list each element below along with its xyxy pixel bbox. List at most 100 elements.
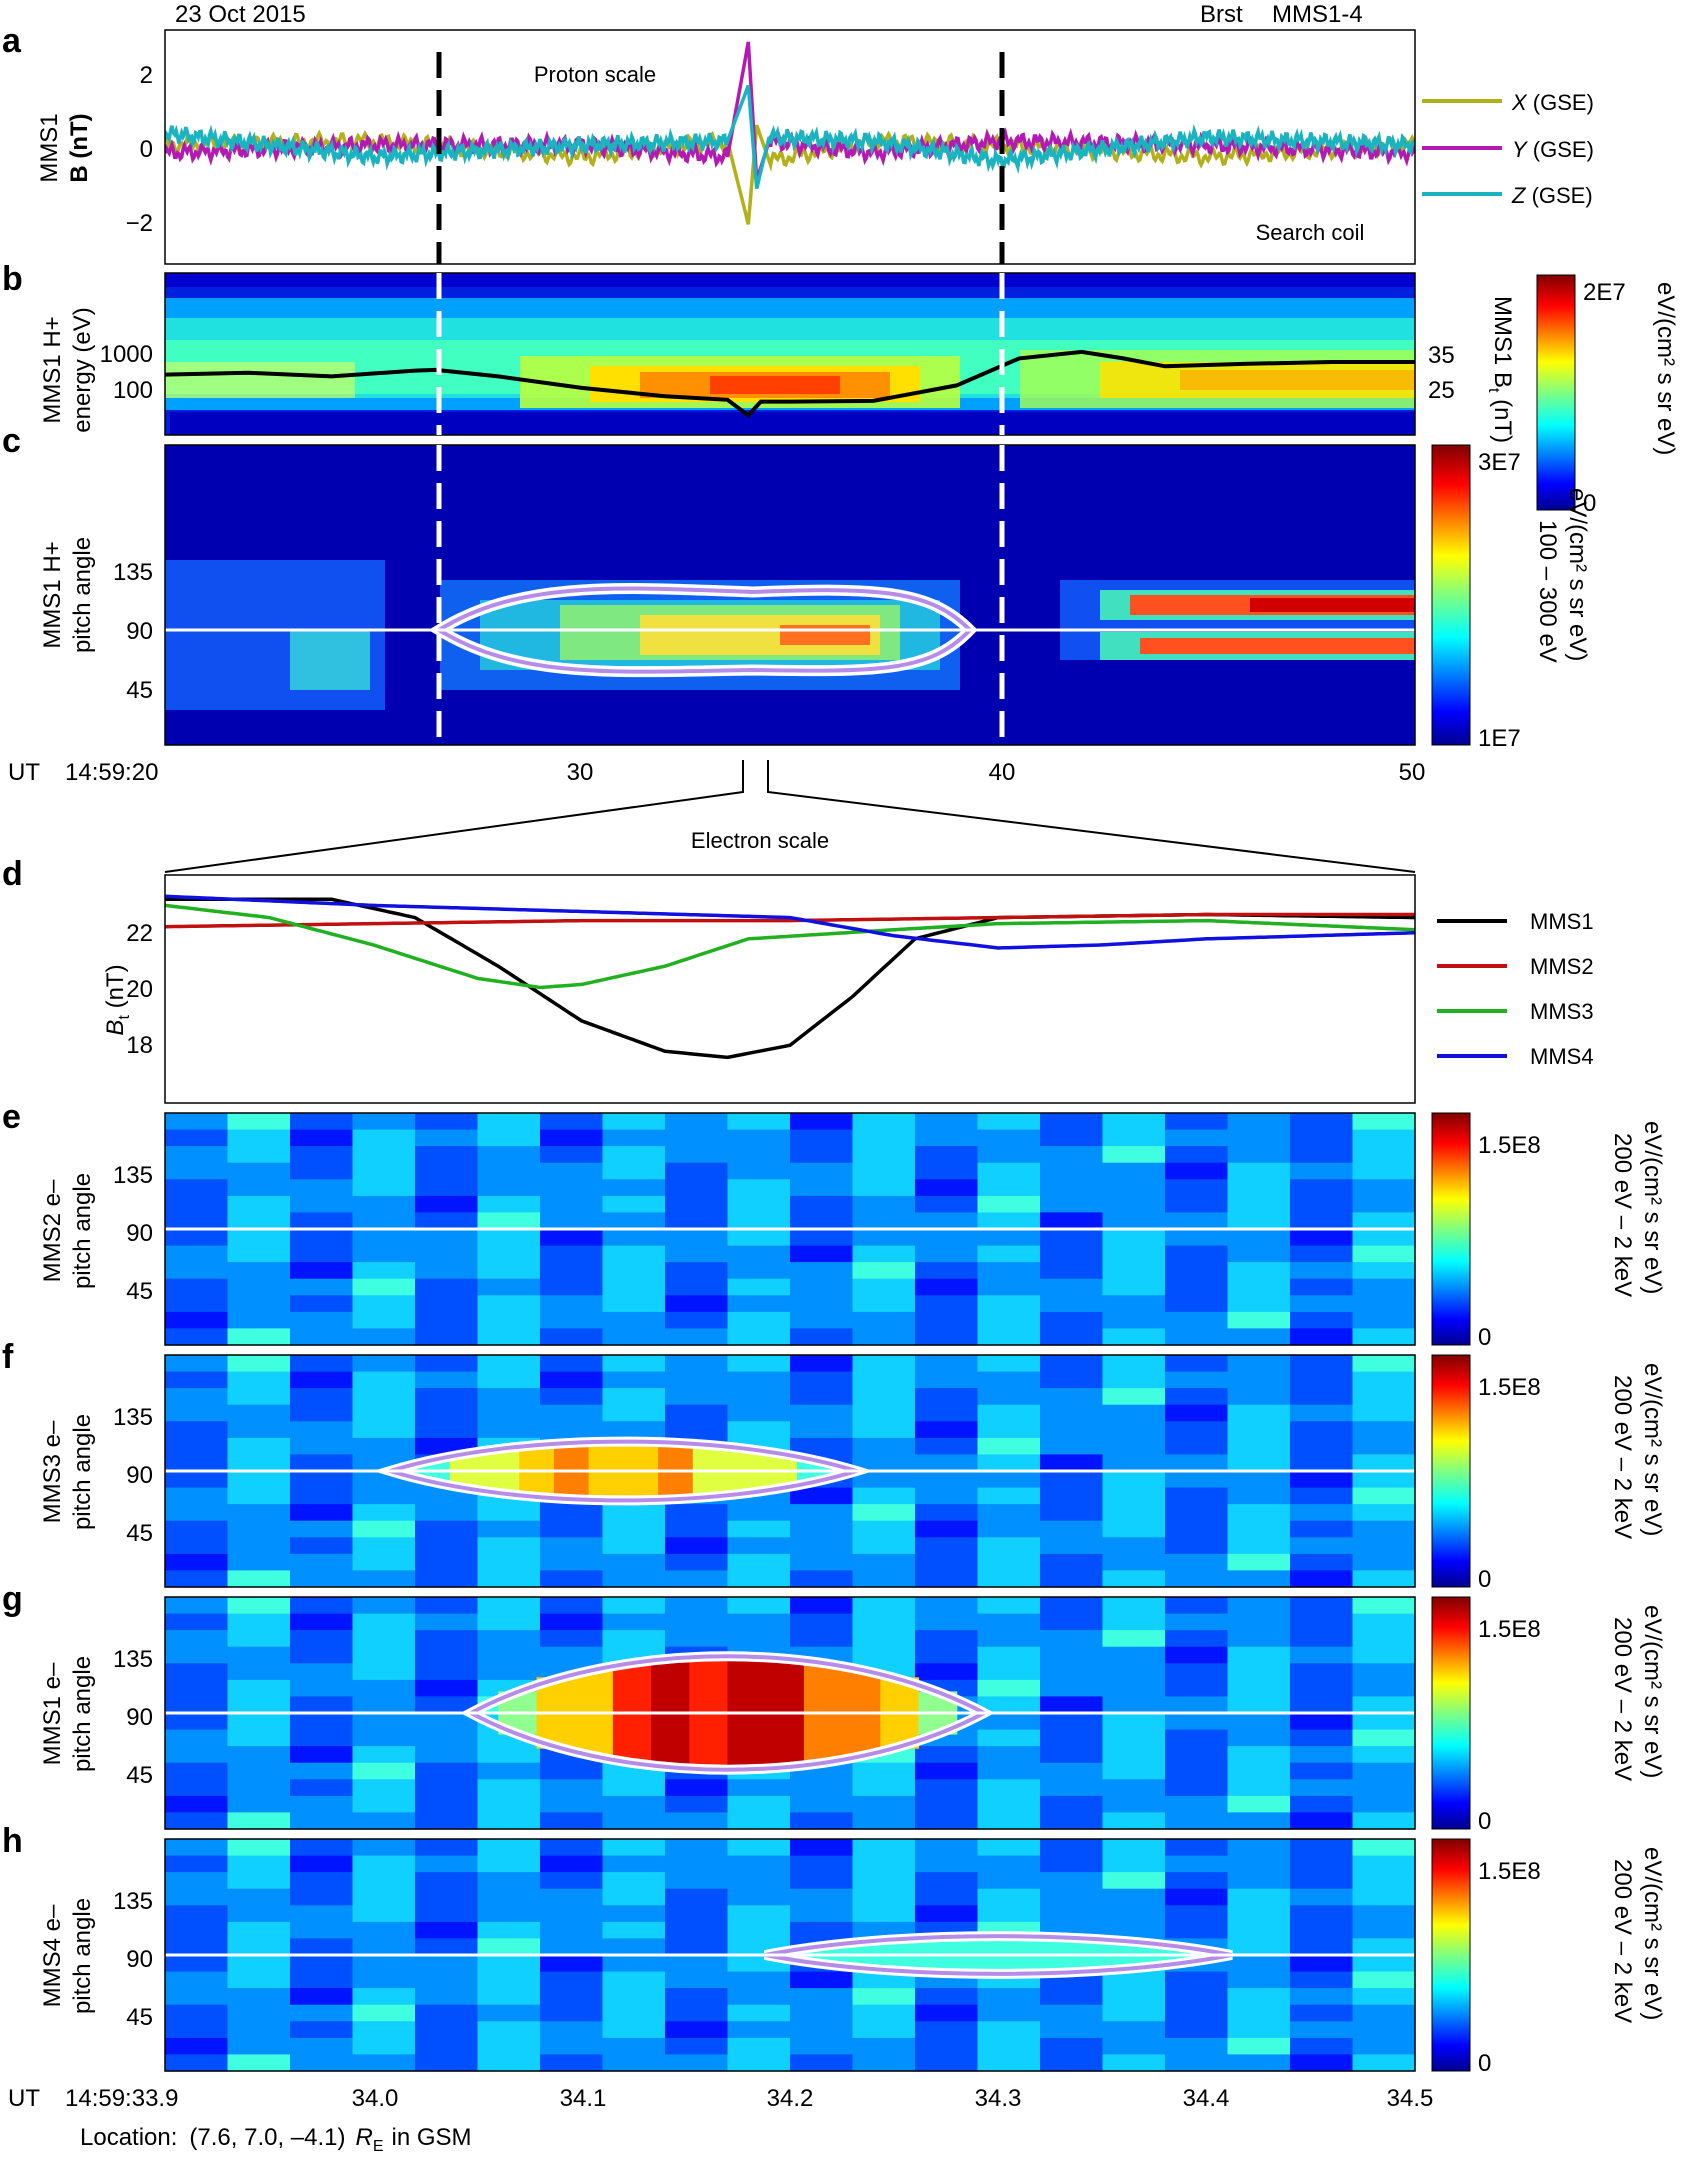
panel-e-cell	[352, 1212, 416, 1230]
panel-h-cell	[1352, 2037, 1416, 2056]
panel-f-cell	[1352, 1504, 1416, 1522]
panel-f-cell	[1040, 1421, 1104, 1439]
panel-f-cell	[1102, 1520, 1166, 1538]
panel-g-cell	[1040, 1779, 1104, 1797]
panel-f-cell	[352, 1404, 416, 1422]
panel-h-cell	[977, 1888, 1041, 1906]
panel-e-cell	[227, 1295, 291, 1313]
panel-h-cell	[727, 2004, 791, 2022]
panel-e-cell	[915, 1262, 979, 1280]
panel-f-cell	[665, 1520, 729, 1538]
panel-e-cell	[540, 1295, 604, 1313]
panel-g-cell	[352, 1762, 416, 1780]
panel-h-cell	[602, 2054, 666, 2072]
panel-g-cell	[165, 1812, 229, 1830]
panel-g-cell	[1040, 1630, 1104, 1648]
panel-g-cell	[352, 1613, 416, 1631]
panel-f-cell	[1227, 1520, 1291, 1538]
panel-g-cell	[290, 1696, 354, 1714]
panel-h-cell	[415, 1971, 479, 1989]
panel-h-cell	[1290, 1938, 1354, 1956]
panel-h-cell	[790, 2004, 854, 2022]
panel-h-cell	[1290, 2054, 1354, 2072]
legend-label-x: X (GSE)	[1511, 90, 1594, 115]
panel-h-cell	[352, 1855, 416, 1873]
panel-f-cell	[1040, 1454, 1104, 1472]
panel-f-cell	[665, 1404, 729, 1422]
panel-e-cell	[352, 1295, 416, 1313]
panel-h-cell	[165, 1872, 229, 1890]
panel-g-cell	[1290, 1646, 1354, 1664]
panel-h-cell	[602, 1955, 666, 1973]
panel-f-cell	[1102, 1355, 1166, 1373]
panel-g-cell	[852, 1812, 916, 1830]
panel-e-cell	[1227, 1311, 1291, 1330]
panel-e-cell	[727, 1262, 791, 1280]
panel-a-markers	[436, 52, 1005, 264]
panel-h-cell	[227, 1955, 291, 1973]
panel-f-cell	[1102, 1471, 1166, 1489]
panel-h-cell	[790, 1921, 854, 1940]
panel-g-cell	[1102, 1713, 1166, 1731]
panel-e-cell	[290, 1245, 354, 1263]
panel-g-cell	[1040, 1812, 1104, 1830]
panel-e-cell	[727, 1311, 791, 1330]
panel-f-cell	[165, 1471, 229, 1489]
panel-e-cell	[1352, 1179, 1416, 1197]
panel-f-cell	[852, 1570, 916, 1588]
panel-h-cell	[977, 1872, 1041, 1890]
panel-g-cell	[852, 1613, 916, 1631]
panel-h-cell	[1227, 1888, 1291, 1906]
panel-g-cell	[977, 1713, 1041, 1731]
panel-e-cell	[790, 1162, 854, 1180]
panel-e-cell	[227, 1195, 291, 1214]
panel-g-cell	[1352, 1812, 1416, 1830]
panel-g-cell	[1040, 1713, 1104, 1731]
panel-f-cell	[540, 1404, 604, 1422]
electron-colorbar-label2-h: eV/(cm² s sr eV)	[1639, 1847, 1666, 2020]
panel-h-cell	[665, 1971, 729, 1989]
panel-h-cell	[1102, 1905, 1166, 1923]
panel-g-cell	[477, 1646, 541, 1664]
panel-f-cell	[790, 1404, 854, 1422]
panel-g-cell	[415, 1762, 479, 1780]
panel-h-cell	[352, 1888, 416, 1906]
panel-g-cell	[1290, 1762, 1354, 1780]
legend-label-y: Y (GSE)	[1512, 137, 1594, 162]
panel-f-cell	[1165, 1471, 1229, 1489]
panel-f-cell	[665, 1355, 729, 1373]
panel-h-cell	[415, 1988, 479, 2006]
panel-f-cell	[1352, 1421, 1416, 1439]
panel-f-ylabel-2: pitch angle	[69, 1414, 96, 1530]
panel-e-cell	[790, 1295, 854, 1313]
panel-e-cell	[1102, 1295, 1166, 1313]
panel-g-cell	[477, 1812, 541, 1830]
panel-h-cell	[1165, 1839, 1229, 1857]
panel-g-cell	[540, 1779, 604, 1797]
panel-f-cell	[977, 1371, 1041, 1389]
panel-f-cell	[977, 1437, 1041, 1456]
panel-e-cell	[1290, 1212, 1354, 1230]
panel-e-cell	[852, 1262, 916, 1280]
mode-header: Brst	[1200, 1, 1243, 28]
panel-g-cell	[1165, 1696, 1229, 1714]
panel-e-cell	[477, 1295, 541, 1313]
panel-g-cell	[1040, 1663, 1104, 1681]
panel-h-cell	[352, 2021, 416, 2039]
panel-f-cell	[1165, 1454, 1229, 1472]
panel-f-cell	[915, 1537, 979, 1555]
panel-f-cell	[852, 1520, 916, 1538]
panel-f-cell	[227, 1421, 291, 1439]
panel-h-cell	[602, 1971, 666, 1989]
panel-e-cell	[1227, 1146, 1291, 1164]
panel-f-cell	[1165, 1520, 1229, 1538]
panel-e-cell	[1102, 1179, 1166, 1197]
panel-g-cell	[1352, 1696, 1416, 1714]
panel-g-cell	[290, 1663, 354, 1681]
panel-e-cell	[1352, 1162, 1416, 1180]
panel-f-cell	[790, 1371, 854, 1389]
panel-h-cell	[290, 2037, 354, 2056]
panel-e-cell	[540, 1146, 604, 1164]
panel-e-cell	[1227, 1212, 1291, 1230]
panel-g-cell	[665, 1812, 729, 1830]
